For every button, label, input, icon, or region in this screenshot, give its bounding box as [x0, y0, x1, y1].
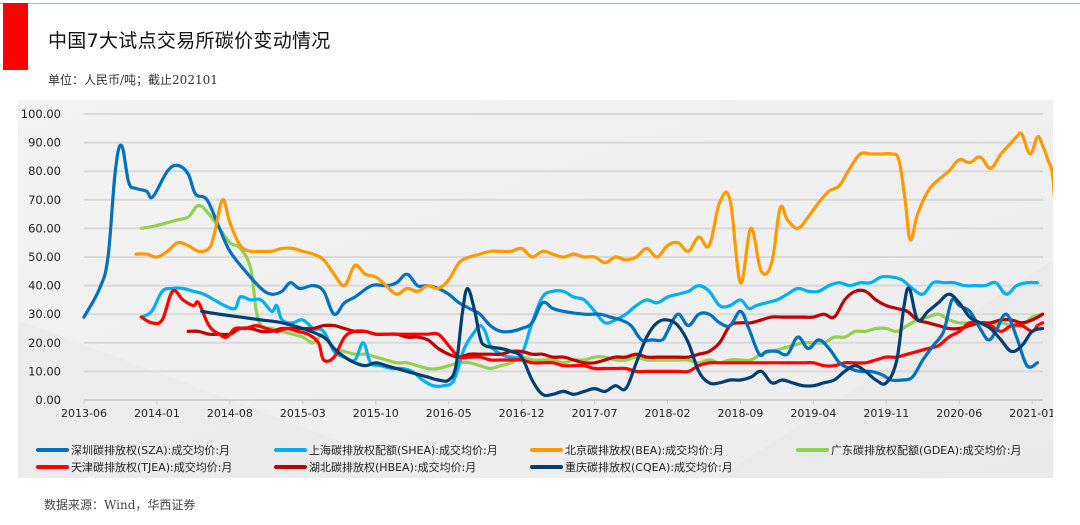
x-tick-label: 2017-07 — [572, 407, 618, 420]
x-tick-label: 2015-10 — [353, 407, 399, 420]
unit-subtitle: 单位：人民币/吨；截止202101 — [48, 73, 218, 87]
x-tick-label: 2018-09 — [717, 407, 763, 420]
y-tick-label: 0.00 — [35, 393, 61, 407]
x-tick-label: 2014-08 — [207, 407, 253, 420]
legend-label: 广东碳排放权配额(GDEA):成交均价:月 — [831, 444, 1022, 457]
data-source-note: 数据来源：Wind，华西证券 — [44, 498, 196, 512]
legend-label: 深圳碳排放权(SZA):成交均价:月 — [71, 444, 231, 457]
y-tick-label: 10.00 — [28, 364, 61, 378]
line-chart: 0.00 10.00 20.00 30.00 40.00 50.00 60.00 70.00 8… — [18, 100, 1053, 478]
y-tick-label: 60.00 — [28, 221, 61, 235]
x-tick-label: 2016-12 — [499, 407, 545, 420]
chart-legend: 深圳碳排放权(SZA):成交均价:月 上海碳排放权配额(SHEA):成交均价:月… — [18, 440, 1053, 478]
series-cqea — [200, 286, 1045, 398]
legend-swatch — [274, 465, 307, 469]
header-accent-bar — [3, 3, 28, 70]
y-tick-label: 40.00 — [28, 279, 61, 293]
legend-label: 湖北碳排放权(HBEA):成交均价:月 — [309, 461, 477, 474]
legend-item-tjea: 天津碳排放权(TJEA):成交均价:月 — [36, 459, 232, 475]
legend-swatch — [530, 465, 563, 469]
series-line-gdea — [139, 203, 1045, 371]
legend-swatch — [274, 448, 307, 452]
legend-item-shea: 上海碳排放权配额(SHEA):成交均价:月 — [274, 442, 498, 458]
header-top-rule — [0, 3, 1080, 4]
y-tick-label: 90.00 — [28, 136, 61, 150]
x-tick-label: 2018-02 — [645, 407, 691, 420]
chart-panel: 0.00 10.00 20.00 30.00 40.00 50.00 60.00 70.00 8… — [18, 100, 1053, 478]
legend-label: 上海碳排放权配额(SHEA):成交均价:月 — [309, 444, 498, 457]
legend-item-hbea: 湖北碳排放权(HBEA):成交均价:月 — [274, 459, 476, 475]
legend-swatch — [36, 465, 69, 469]
y-tick-label: 80.00 — [28, 164, 61, 178]
x-tick-label: 2013-06 — [61, 407, 107, 420]
y-tick-label: 30.00 — [28, 307, 61, 321]
legend-item-bea: 北京碳排放权(BEA):成交均价:月 — [530, 442, 724, 458]
y-tick-label: 20.00 — [28, 336, 61, 350]
y-tick-label: 50.00 — [28, 250, 61, 264]
x-tick-label: 2019-04 — [790, 407, 836, 420]
x-tick-label: 2021-01 — [1009, 407, 1053, 420]
x-tick-label: 2014-01 — [134, 407, 180, 420]
legend-item-gdea: 广东碳排放权配额(GDEA):成交均价:月 — [796, 442, 1021, 458]
x-tick-label: 2019-11 — [863, 407, 909, 420]
legend-swatch — [530, 448, 563, 452]
legend-item-sza: 深圳碳排放权(SZA):成交均价:月 — [36, 442, 230, 458]
legend-label: 天津碳排放权(TJEA):成交均价:月 — [71, 461, 233, 474]
legend-swatch — [36, 448, 69, 452]
legend-swatch — [796, 448, 829, 452]
legend-label: 北京碳排放权(BEA):成交均价:月 — [565, 444, 725, 457]
legend-item-cqea: 重庆碳排放权(CQEA):成交均价:月 — [530, 459, 733, 475]
y-tick-label: 70.00 — [28, 193, 61, 207]
x-tick-label: 2016-05 — [426, 407, 472, 420]
x-tick-label: 2020-06 — [936, 407, 982, 420]
y-tick-label: 100.00 — [21, 107, 61, 121]
series-bea — [134, 131, 1053, 296]
page-title: 中国7大试点交易所碳价变动情况 — [48, 30, 331, 52]
legend-label: 重庆碳排放权(CQEA):成交均价:月 — [565, 461, 733, 474]
x-tick-label: 2015-03 — [280, 407, 326, 420]
